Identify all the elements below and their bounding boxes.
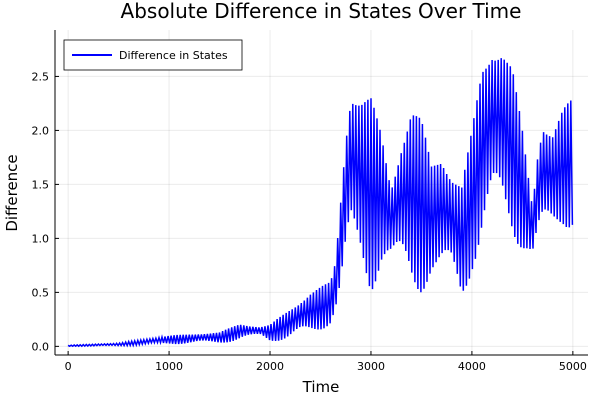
x-axis-label: Time — [302, 378, 340, 396]
y-tick-label: 2.0 — [32, 124, 50, 137]
x-tick-label: 4000 — [458, 360, 486, 373]
x-tick-label: 0 — [65, 360, 72, 373]
x-tick-label: 2000 — [256, 360, 284, 373]
legend-entry: Difference in States — [119, 49, 228, 62]
chart-title: Absolute Difference in States Over Time — [121, 0, 522, 23]
y-axis-label: Difference — [3, 154, 21, 231]
ticks: 0 1000 2000 3000 4000 5000 0.0 0.5 1.0 1.5 2.0 2.5 — [32, 70, 587, 373]
x-tick-label: 5000 — [559, 360, 587, 373]
series-line — [67, 58, 574, 348]
y-tick-label: 1.0 — [32, 232, 50, 245]
x-tick-label: 3000 — [357, 360, 385, 373]
legend: Difference in States — [63, 39, 243, 71]
y-tick-label: 0.0 — [32, 340, 50, 353]
y-tick-label: 0.5 — [32, 286, 50, 299]
y-tick-label: 1.5 — [32, 178, 50, 191]
x-tick-label: 1000 — [155, 360, 183, 373]
y-tick-label: 2.5 — [32, 70, 50, 83]
